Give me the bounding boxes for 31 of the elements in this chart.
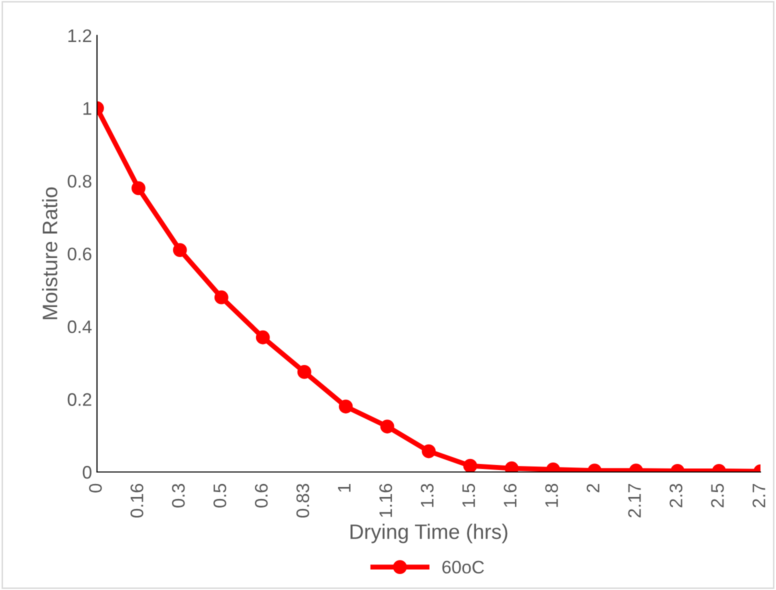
- x-tick-label: 1.16: [379, 484, 392, 517]
- x-tick-label: 1.8: [545, 484, 558, 507]
- legend-label: 60oC: [442, 560, 484, 574]
- x-tick-label: 2: [586, 484, 600, 492]
- x-tick-label: 1.3: [420, 484, 434, 507]
- x-tick-label: 0.5: [213, 484, 226, 508]
- x-axis-title: Drying Time (hrs): [350, 524, 508, 544]
- point: [172, 243, 187, 258]
- x-tick-label: 1.5: [462, 484, 476, 507]
- y-tick-label: 0: [82, 466, 92, 479]
- y-tick-label: 1: [83, 102, 92, 115]
- x-tick-label: 0.6: [254, 484, 268, 508]
- y-tick-label: 0.8: [68, 174, 92, 188]
- point: [256, 330, 270, 344]
- x-tick-label: 0: [89, 484, 102, 492]
- y-axis-title: Moisture Ratio: [42, 187, 58, 320]
- point: [132, 181, 146, 196]
- y-tick-label: 0.6: [68, 248, 92, 260]
- x-tick-label: 2.5: [711, 484, 724, 508]
- x-tick-label: 1.6: [504, 484, 517, 507]
- x-tick-label: 2.7: [752, 484, 766, 508]
- y-tick-label: 1.2: [68, 29, 92, 42]
- x-tick-label: 2.17: [628, 484, 641, 518]
- x-tick-label: 1: [338, 484, 350, 492]
- y-tick-label: 0.4: [68, 320, 92, 334]
- x-tick-label: 2.3: [670, 484, 682, 508]
- x-tick-label: 0.3: [172, 484, 185, 508]
- x-tick-label: 0.83: [296, 484, 310, 518]
- y-tick-label: 0.2: [68, 393, 92, 406]
- x-tick-label: 0.16: [130, 484, 144, 518]
- point: [214, 290, 228, 304]
